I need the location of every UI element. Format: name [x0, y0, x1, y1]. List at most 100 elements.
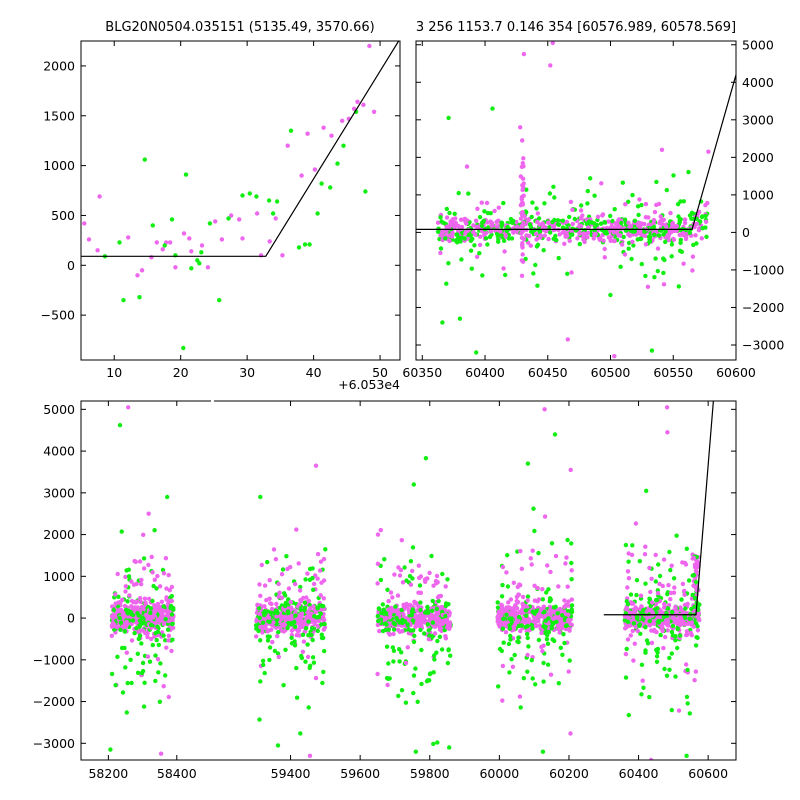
data-point: [154, 637, 159, 643]
data-point: [585, 188, 590, 194]
data-point: [622, 614, 628, 619]
data-point: [639, 261, 644, 267]
data-point: [408, 559, 414, 564]
data-point: [519, 273, 525, 278]
data-point: [456, 235, 461, 240]
data-point: [315, 551, 321, 557]
data-point: [423, 456, 429, 461]
data-point: [531, 271, 536, 276]
data-point: [525, 598, 530, 603]
data-point: [123, 574, 128, 580]
data-point: [533, 682, 538, 687]
data-point: [169, 648, 174, 654]
data-point: [520, 210, 525, 215]
data-point: [554, 237, 559, 243]
data-point: [443, 613, 448, 619]
data-point: [519, 223, 525, 229]
zoom-panel-top-left: BLG20N0504.035151 (5135.49, 3570.66) 10 2…: [41, 20, 401, 380]
data-point: [602, 246, 607, 252]
data-point: [639, 221, 644, 226]
data-point: [520, 601, 525, 607]
data-point: [297, 602, 302, 607]
data-point: [500, 564, 506, 570]
data-point: [434, 573, 440, 579]
data-point: [154, 240, 159, 245]
data-point: [507, 626, 513, 631]
data-point: [274, 614, 279, 619]
data-point: [266, 198, 272, 203]
data-point: [588, 176, 593, 181]
data-point: [260, 620, 266, 625]
data-point: [113, 683, 118, 688]
data-point: [308, 663, 313, 668]
data-point: [163, 556, 169, 561]
data-point: [496, 239, 501, 244]
data-point: [254, 634, 259, 639]
data-point: [431, 623, 436, 629]
data-point: [536, 597, 542, 602]
data-point: [419, 681, 424, 687]
data-point: [472, 243, 477, 248]
data-point: [375, 532, 381, 537]
data-point: [258, 593, 263, 598]
data-point: [679, 616, 684, 622]
y-tick-label: 1000: [742, 187, 774, 202]
data-point: [403, 700, 409, 705]
data-point: [519, 164, 525, 169]
x-tick-label: 59600: [340, 766, 380, 781]
data-point: [524, 613, 529, 618]
data-point: [644, 488, 649, 493]
data-point: [570, 232, 575, 237]
data-point: [686, 169, 691, 175]
data-point: [156, 642, 161, 648]
data-point: [545, 662, 551, 667]
data-point: [258, 624, 263, 630]
data-point: [486, 225, 491, 230]
data-point: [524, 210, 529, 215]
data-point: [142, 157, 147, 162]
data-point: [517, 582, 522, 587]
data-point: [608, 213, 613, 219]
data-point: [146, 562, 151, 568]
data-point: [565, 584, 570, 589]
data-point: [665, 628, 670, 633]
data-point: [673, 674, 678, 679]
data-point: [691, 242, 696, 248]
data-point: [385, 682, 390, 688]
data-point: [163, 673, 168, 678]
data-point: [685, 701, 690, 706]
data-point: [524, 618, 529, 623]
data-point: [690, 254, 696, 259]
data-point: [158, 661, 163, 666]
data-point: [485, 220, 490, 225]
data-point: [700, 226, 705, 231]
data-point: [405, 645, 410, 650]
data-point: [670, 221, 675, 226]
data-point: [560, 225, 566, 230]
data-point: [298, 598, 303, 603]
data-point: [124, 710, 129, 715]
data-point: [303, 659, 308, 664]
data-point: [309, 632, 314, 638]
data-point: [526, 233, 532, 239]
data-point: [226, 216, 231, 221]
data-point: [693, 669, 699, 674]
data-point: [120, 690, 126, 695]
data-point: [521, 156, 526, 161]
data-point: [121, 298, 126, 303]
data-point: [136, 613, 141, 618]
data-point: [303, 626, 309, 631]
data-point: [626, 712, 631, 718]
data-point: [541, 643, 546, 648]
data-point: [307, 753, 313, 758]
data-point: [561, 632, 566, 637]
data-point: [570, 229, 575, 234]
data-point: [632, 641, 637, 646]
data-point: [437, 594, 442, 599]
data-point: [434, 581, 439, 586]
data-point: [310, 566, 315, 571]
data-point: [416, 590, 421, 595]
data-point: [586, 225, 591, 230]
x-tick-label: 60550: [653, 365, 693, 380]
data-point: [514, 594, 520, 600]
